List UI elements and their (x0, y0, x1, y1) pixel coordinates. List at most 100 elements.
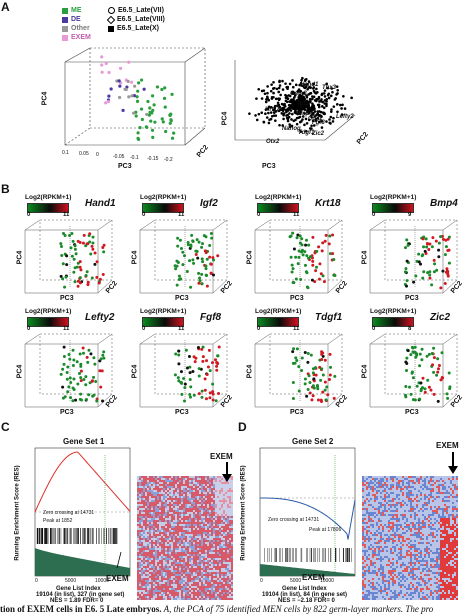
heatmap-cell (195, 586, 197, 588)
heatmap-cell (215, 566, 217, 568)
cell-point (326, 393, 330, 397)
heatmap-cell (223, 508, 225, 510)
heatmap-cell (167, 566, 169, 568)
heatmap-cell (400, 482, 402, 484)
heatmap-cell (195, 540, 197, 542)
heatmap-cell (185, 576, 187, 578)
heatmap-cell (147, 576, 149, 578)
heatmap-cell (203, 572, 205, 574)
heatmap-cell (211, 590, 213, 592)
heatmap-cell (163, 526, 165, 528)
heatmap-cell (175, 564, 177, 566)
heatmap-cell (181, 540, 183, 542)
heatmap-cell (165, 590, 167, 592)
heatmap-cell (157, 528, 159, 530)
heatmap-cell (225, 536, 227, 538)
heatmap-cell (191, 526, 193, 528)
heatmap-cell (169, 526, 171, 528)
heatmap-cell (179, 496, 181, 498)
gene-point (263, 92, 267, 96)
heatmap-cell (195, 546, 197, 548)
gene-point (274, 119, 277, 122)
heatmap-cell (141, 550, 143, 552)
heatmap-cell (191, 530, 193, 532)
heatmap-cell (201, 582, 203, 584)
cell-point (81, 241, 85, 245)
heatmap-cell (193, 512, 195, 514)
heatmap-cell (151, 496, 153, 498)
heatmap-cell (183, 506, 185, 508)
cell-point (317, 245, 321, 249)
heatmap-cell (231, 482, 233, 484)
heatmap-cell (189, 496, 191, 498)
heatmap-cell (434, 488, 436, 490)
cell-point (71, 239, 75, 243)
cell-point (100, 369, 104, 373)
heatmap-cell (201, 512, 203, 514)
gene-point (331, 90, 334, 94)
heatmap-cell (209, 546, 211, 548)
heatmap-cell (209, 508, 211, 510)
heatmap-cell (450, 478, 452, 480)
heatmap-cell (396, 480, 398, 482)
heatmap-cell (145, 584, 147, 586)
heatmap-cell (175, 562, 177, 564)
heatmap-cell (189, 494, 191, 496)
heatmap-d (362, 476, 458, 600)
heatmap-cell (157, 572, 159, 574)
heatmap-cell (155, 594, 157, 596)
heatmap-cell (227, 588, 229, 590)
heatmap-cell (227, 544, 229, 546)
heatmap-cell (161, 510, 163, 512)
heatmap-cell (169, 550, 171, 552)
heatmap-cell (149, 584, 151, 586)
heatmap-cell (185, 504, 187, 506)
heatmap-cell (181, 546, 183, 548)
heatmap-cell (177, 530, 179, 532)
cell-point (311, 394, 315, 398)
cell-point (203, 377, 207, 381)
heatmap-cell (177, 482, 179, 484)
cell-point (69, 380, 73, 384)
heatmap-cell (364, 478, 366, 480)
heatmap-cell (179, 502, 181, 504)
heatmap-cell (161, 490, 163, 492)
scale-min: 0 (142, 326, 146, 332)
cell-point (422, 245, 426, 249)
heatmap-cell (203, 524, 205, 526)
heatmap-cell (155, 534, 157, 536)
gene-name: Fgf8 (200, 312, 222, 323)
heatmap-cell (163, 514, 165, 516)
heatmap-cell (221, 588, 223, 590)
cell-point (404, 246, 408, 250)
heatmap-cell (207, 476, 209, 478)
heatmap-cell (215, 508, 217, 510)
exem-label-c: EXEM (106, 574, 129, 583)
heatmap-cell (215, 522, 217, 524)
heatmap-cell (155, 564, 157, 566)
heatmap-cell (165, 560, 167, 562)
cell-point (82, 377, 86, 381)
heatmap-cell (223, 518, 225, 520)
heatmap-cell (203, 484, 205, 486)
heatmap-cell (205, 558, 207, 560)
heatmap-cell (217, 496, 219, 498)
heatmap-cell (225, 496, 227, 498)
heatmap-cell (221, 498, 223, 500)
cell-point (413, 350, 417, 354)
heatmap-cell (211, 508, 213, 510)
heatmap-cell (175, 556, 177, 558)
heatmap-cell (163, 500, 165, 502)
heatmap-cell (199, 572, 201, 574)
heatmap-cell (183, 598, 185, 600)
heatmap-cell (384, 488, 386, 490)
heatmap-cell (159, 564, 161, 566)
heatmap-cell (149, 566, 151, 568)
heatmap-cell (225, 590, 227, 592)
heatmap-cell (213, 506, 215, 508)
cell-point (297, 255, 301, 259)
heatmap-cell (205, 550, 207, 552)
heatmap-cell (167, 588, 169, 590)
heatmap-cell (153, 502, 155, 504)
heatmap-cell (171, 582, 173, 584)
